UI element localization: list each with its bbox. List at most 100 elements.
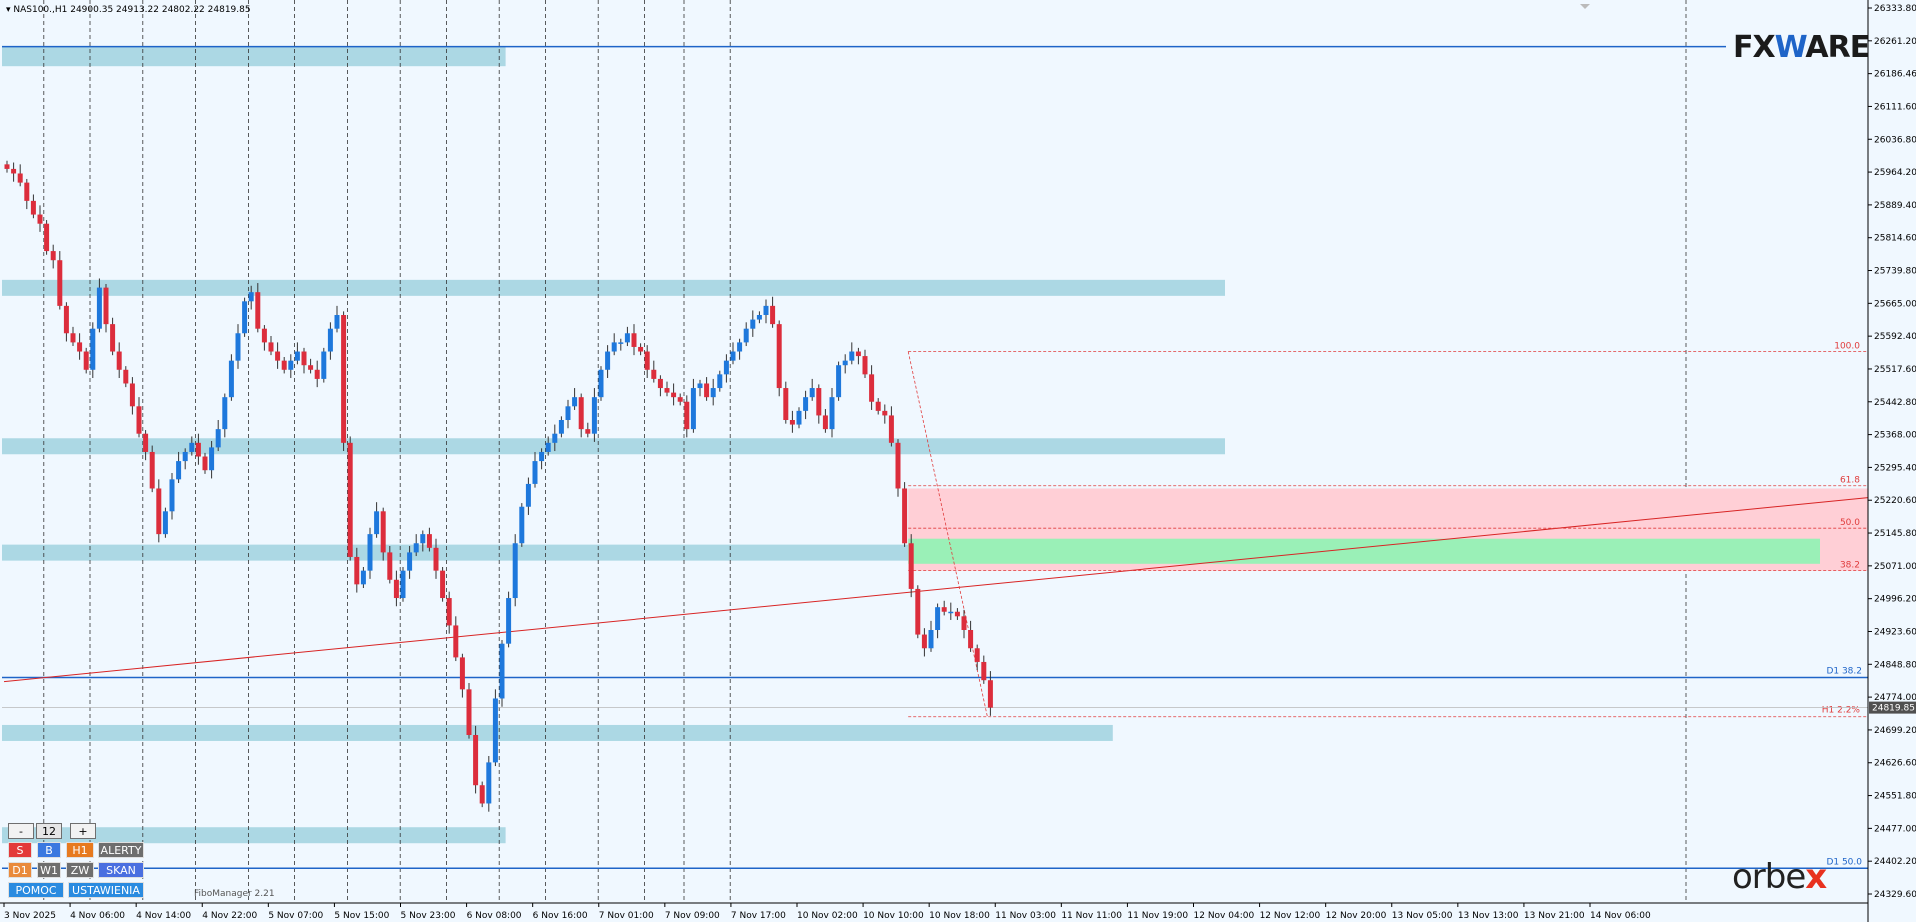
x-tick-label: 11 Nov 19:00 (1127, 911, 1188, 921)
candle (968, 620, 974, 652)
last-price-tag: 24819.85 (1872, 704, 1915, 714)
candle (426, 527, 432, 552)
x-tick-label: 10 Nov 18:00 (929, 911, 990, 921)
candle (552, 424, 558, 452)
candle (525, 477, 531, 515)
y-tick-label: 25220.60 (1874, 496, 1916, 506)
candle-body (17, 173, 23, 183)
candle (473, 725, 479, 794)
candle-body (294, 351, 300, 361)
y-tick-label: 24402.20 (1874, 857, 1916, 867)
candle-body (492, 698, 498, 763)
candle (908, 534, 914, 598)
candle-body (525, 483, 531, 507)
candle (440, 567, 446, 602)
candle (413, 534, 419, 557)
candle (684, 395, 690, 438)
candle-body (24, 182, 30, 201)
zw-button[interactable]: ZW (66, 862, 94, 878)
candles (4, 160, 993, 812)
candle-body (618, 342, 624, 344)
candle-body (935, 607, 941, 630)
candle (433, 538, 439, 579)
candle (743, 322, 749, 347)
period-value[interactable]: 12 (36, 823, 62, 839)
candle (367, 527, 373, 579)
candle (341, 311, 347, 452)
candle-body (169, 479, 175, 512)
last-price-tag-bg (1869, 701, 1916, 714)
candle (578, 393, 584, 438)
x-tick-label: 6 Nov 08:00 (467, 911, 522, 921)
x-tick-label: 11 Nov 11:00 (1061, 911, 1122, 921)
candle (63, 302, 69, 342)
sell-button[interactable]: S (8, 842, 32, 858)
candle-body (664, 388, 670, 393)
period-increase-button[interactable]: + (70, 823, 96, 839)
candle-body (948, 611, 954, 614)
candle-body (539, 451, 545, 462)
candle-body (103, 287, 109, 325)
candle-body (842, 360, 848, 366)
timeframe-h1-button[interactable]: H1 (66, 842, 94, 858)
candle-body (789, 420, 795, 425)
candle (136, 397, 142, 438)
grid-separators (43, 0, 1687, 903)
fibo-level-label: 38.2 (1840, 561, 1860, 571)
candle (222, 393, 228, 438)
candle-body (116, 351, 122, 370)
period-decrease-button[interactable]: - (8, 823, 34, 839)
timeframe-d1-button[interactable]: D1 (8, 862, 32, 878)
candle (849, 342, 855, 365)
candle-body (829, 397, 835, 430)
candle (347, 436, 353, 561)
y-tick-label: 25739.80 (1874, 267, 1916, 277)
candle-body (954, 611, 960, 617)
candle (420, 530, 426, 552)
candle (591, 388, 597, 442)
candle-body (928, 630, 934, 649)
candle (479, 781, 485, 808)
alerts-button[interactable]: ALERTY (98, 842, 144, 858)
candle-body (862, 356, 868, 375)
candle-body (987, 680, 993, 708)
candle (235, 324, 241, 369)
candle (334, 305, 340, 333)
candle-body (50, 251, 56, 261)
candle (954, 608, 960, 620)
candle (255, 283, 261, 333)
candle-body (162, 511, 168, 535)
candle (288, 354, 294, 378)
candle-body (545, 442, 551, 452)
candle-body (519, 506, 525, 544)
candle (842, 354, 848, 374)
candle-body (770, 305, 776, 325)
candle-body (651, 369, 657, 379)
timeframe-w1-button[interactable]: W1 (37, 862, 61, 878)
candle-body (261, 328, 267, 343)
candle (789, 410, 795, 433)
candle (374, 502, 380, 538)
candle-body (143, 433, 149, 452)
candle (750, 310, 756, 337)
x-tick-label: 5 Nov 23:00 (401, 911, 456, 921)
candle-body (341, 315, 347, 443)
candle-body (275, 351, 281, 361)
candle (822, 409, 828, 433)
candle (308, 358, 314, 374)
buy-button[interactable]: B (37, 842, 61, 858)
candle (690, 378, 696, 433)
candle (96, 278, 102, 333)
x-tick-label: 13 Nov 05:00 (1392, 911, 1453, 921)
candle (492, 689, 498, 767)
candle (209, 441, 215, 479)
candle-body (156, 488, 162, 535)
candle-body (624, 333, 630, 343)
candle (129, 377, 135, 415)
candle (459, 653, 465, 698)
help-button[interactable]: POMOC (8, 882, 64, 898)
scan-button[interactable]: SKAN (98, 862, 144, 878)
settings-button[interactable]: USTAWIENIA (68, 882, 144, 898)
candle (360, 567, 366, 588)
